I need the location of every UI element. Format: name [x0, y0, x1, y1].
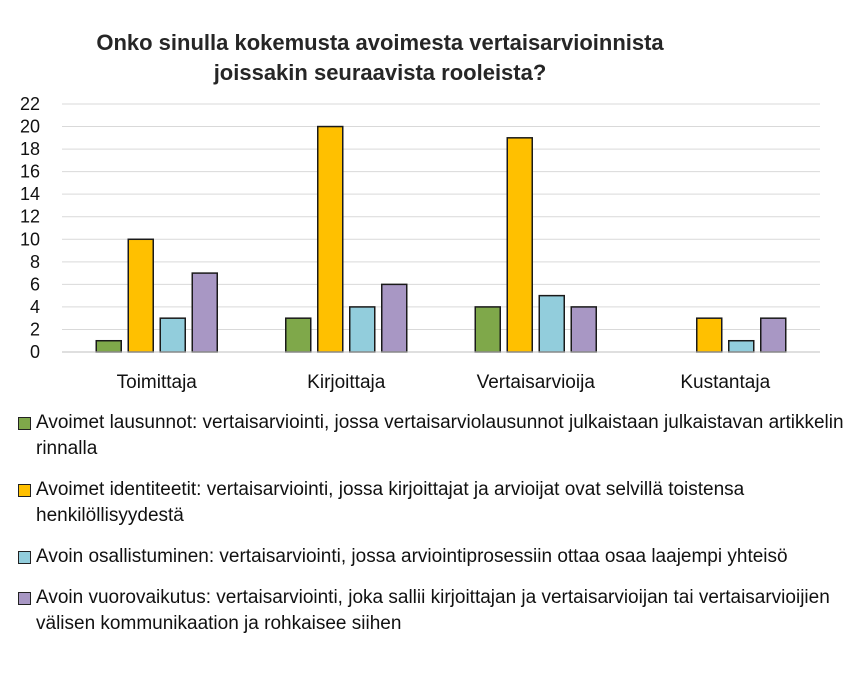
category-label: Vertaisarvioija — [477, 372, 596, 393]
legend-swatch — [18, 551, 31, 564]
chart-title-line-2: joissakin seuraavista rooleista? — [213, 60, 547, 85]
bar-toimittaja-series-1 — [95, 339, 122, 353]
y-tick-label: 8 — [30, 252, 40, 272]
bar-kirjoittaja-series-4 — [381, 283, 408, 353]
bar-vertaisarvioija-series-4 — [570, 306, 597, 353]
chart-title-line-1: Onko sinulla kokemusta avoimesta vertais… — [96, 30, 664, 55]
y-tick-label: 20 — [20, 117, 40, 137]
y-tick-label: 10 — [20, 229, 40, 249]
bar-toimittaja-series-4 — [191, 272, 218, 353]
y-tick-label: 12 — [20, 207, 40, 227]
legend-label: Avoimet identiteetit: vertaisarviointi, … — [36, 479, 745, 526]
y-tick-label: 18 — [20, 139, 40, 159]
legend-item: Avoin vuorovaikutus: vertaisarviointi, j… — [18, 585, 848, 637]
bar-toimittaja-series-3 — [159, 317, 186, 353]
y-tick-label: 14 — [20, 184, 40, 204]
bar-kirjoittaja-series-3 — [349, 306, 376, 353]
legend-swatch — [18, 592, 31, 605]
bar-vertaisarvioija-series-2 — [506, 137, 533, 353]
legend: Avoimet lausunnot: vertaisarviointi, jos… — [18, 410, 848, 652]
category-label: Kirjoittaja — [307, 372, 386, 393]
legend-item: Avoimet lausunnot: vertaisarviointi, jos… — [18, 410, 848, 462]
bar-vertaisarvioija-series-1 — [474, 306, 501, 353]
bar-vertaisarvioija-series-3 — [538, 294, 565, 353]
gridlines — [62, 103, 820, 330]
legend-label: Avoin osallistuminen: vertaisarviointi, … — [36, 546, 788, 567]
legend-label: Avoin vuorovaikutus: vertaisarviointi, j… — [36, 587, 830, 634]
category-label: Toimittaja — [117, 372, 198, 393]
bar-kustantaja-series-2 — [696, 317, 723, 353]
bar-kirjoittaja-series-2 — [317, 125, 344, 353]
category-label: Kustantaja — [680, 372, 770, 393]
x-axis-category-labels: Toimittaja Kirjoittaja Vertaisarvioija Kust… — [117, 372, 771, 393]
bar-kirjoittaja-series-1 — [285, 317, 312, 353]
y-tick-label: 6 — [30, 274, 40, 294]
legend-swatch — [18, 417, 31, 430]
y-tick-label: 2 — [30, 319, 40, 339]
y-tick-label: 22 — [20, 94, 40, 114]
y-tick-label: 16 — [20, 162, 40, 182]
y-tick-label: 0 — [30, 342, 40, 362]
legend-label: Avoimet lausunnot: vertaisarviointi, jos… — [36, 412, 844, 459]
legend-swatch — [18, 484, 31, 497]
y-tick-label: 4 — [30, 297, 40, 317]
chart-title: Onko sinulla kokemusta avoimesta vertais… — [0, 28, 760, 88]
legend-item: Avoimet identiteetit: vertaisarviointi, … — [18, 477, 848, 529]
bar-kustantaja-series-4 — [760, 317, 787, 353]
bar-toimittaja-series-2 — [127, 238, 154, 353]
bar-kustantaja-series-3 — [728, 339, 755, 353]
legend-item: Avoin osallistuminen: vertaisarviointi, … — [18, 544, 848, 570]
